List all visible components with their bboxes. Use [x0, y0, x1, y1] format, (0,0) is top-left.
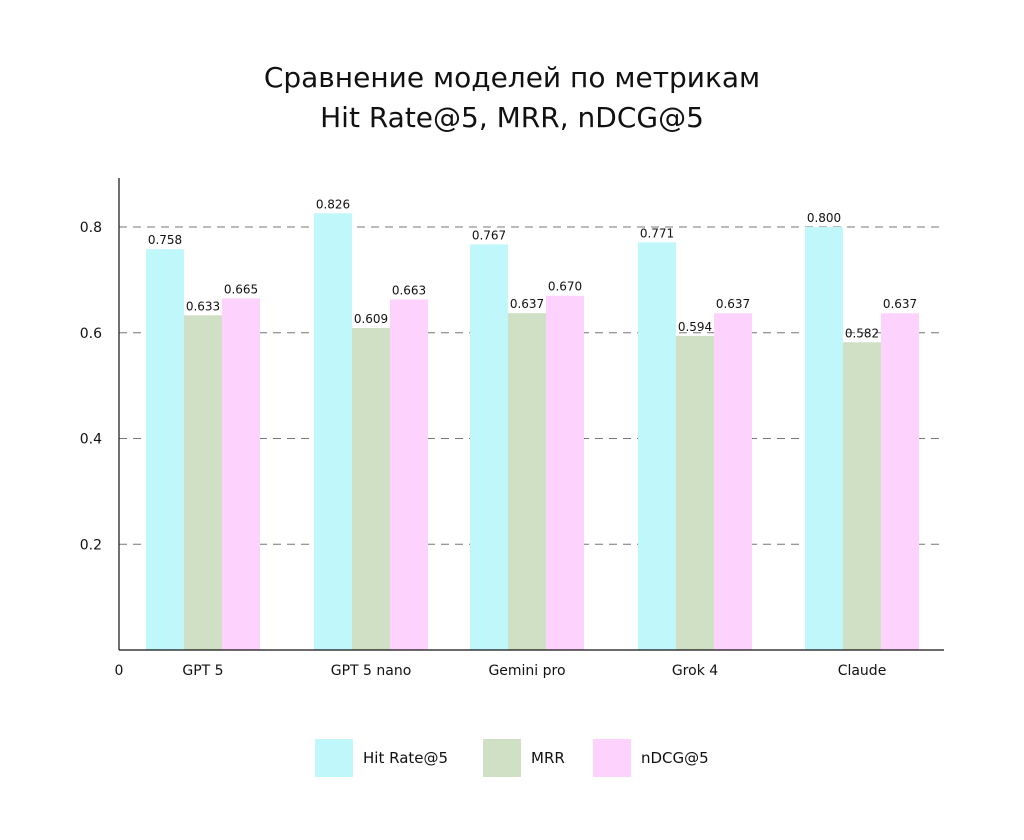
- x-tick-label: GPT 5 nano: [331, 663, 412, 679]
- bar: [146, 249, 184, 650]
- legend-swatch: [315, 739, 353, 777]
- data-label: 0.767: [472, 228, 506, 242]
- chart-title: Сравнение моделей по метрикам Hit Rate@5…: [0, 58, 1024, 138]
- data-label: 0.665: [224, 282, 258, 296]
- bar: [638, 242, 676, 651]
- chart-title-line-2: Hit Rate@5, MRR, nDCG@5: [320, 101, 704, 134]
- data-label: 0.609: [354, 312, 388, 326]
- data-label: 0.637: [510, 297, 544, 311]
- bar: [546, 295, 584, 650]
- y-tick-label: 0.4: [80, 432, 102, 448]
- x-tick-label: Grok 4: [672, 663, 718, 679]
- x-tick-label: Gemini pro: [488, 663, 565, 679]
- bar: [676, 335, 714, 650]
- bar: [805, 227, 843, 650]
- legend-label: Hit Rate@5: [363, 749, 449, 767]
- y-origin-label: 0: [115, 663, 124, 679]
- data-label: 0.800: [807, 211, 841, 225]
- data-label: 0.582: [845, 326, 879, 340]
- legend-label: nDCG@5: [641, 749, 709, 767]
- y-tick-label: 0.8: [80, 220, 102, 236]
- data-label: 0.771: [640, 226, 674, 240]
- bar: [352, 327, 390, 650]
- legend-swatch: [593, 739, 631, 777]
- data-label: 0.633: [186, 299, 220, 313]
- data-label: 0.826: [316, 197, 350, 211]
- bar: [470, 244, 508, 651]
- bar: [390, 299, 428, 650]
- y-tick-label: 0.2: [80, 537, 102, 553]
- legend-item: nDCG@5: [593, 738, 709, 778]
- chart-title-line-1: Сравнение моделей по метрикам: [263, 61, 761, 94]
- x-tick-label: GPT 5: [182, 663, 223, 679]
- bar: [508, 313, 546, 650]
- data-label: 0.594: [678, 320, 712, 334]
- bar: [881, 313, 919, 650]
- legend-swatch: [483, 739, 521, 777]
- bar: [714, 313, 752, 650]
- data-label: 0.758: [148, 233, 182, 247]
- legend-label: MRR: [531, 749, 565, 767]
- bar: [843, 342, 881, 650]
- legend-item: Hit Rate@5: [315, 738, 448, 778]
- legend-item: MRR: [483, 738, 565, 778]
- data-label: 0.637: [883, 297, 917, 311]
- bar: [184, 315, 222, 650]
- data-label: 0.663: [392, 283, 426, 297]
- y-tick-label: 0.6: [80, 326, 102, 342]
- x-tick-label: Claude: [838, 663, 887, 679]
- bar: [314, 213, 352, 650]
- data-label: 0.670: [548, 280, 582, 294]
- bar: [222, 298, 260, 650]
- data-label: 0.637: [716, 297, 750, 311]
